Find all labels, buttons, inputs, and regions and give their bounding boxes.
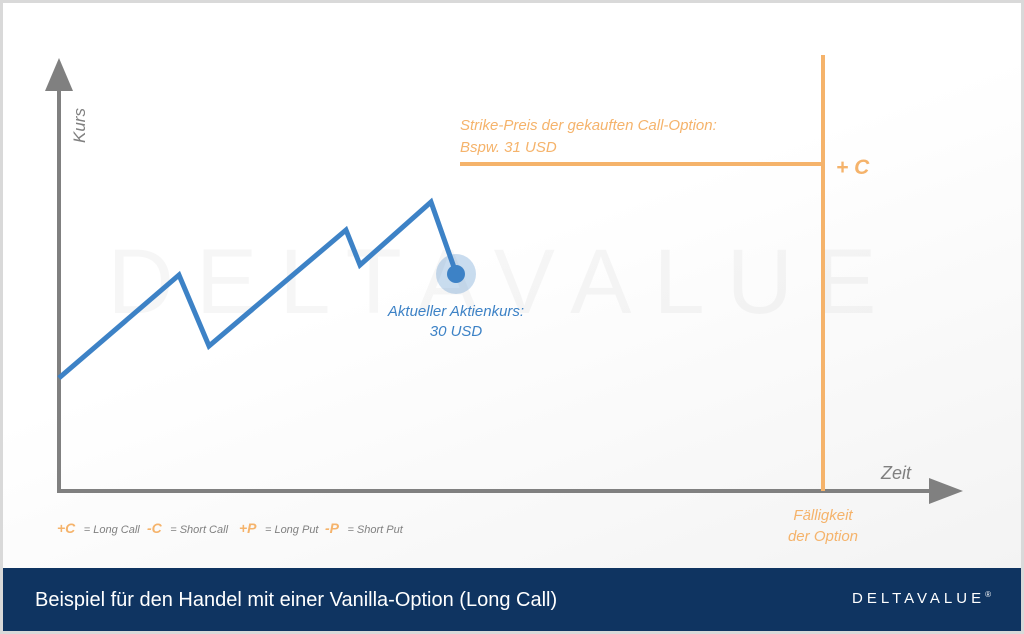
strike-value: Bspw. 31 USD — [460, 139, 557, 156]
registered-icon: ® — [985, 590, 991, 599]
y-axis-label: Kurs — [70, 108, 89, 143]
price-path — [57, 197, 459, 380]
legend-item-long-call: +C = Long Call — [57, 520, 140, 537]
legend-symbol: +C — [57, 520, 76, 536]
expiry-label: Fälligkeit — [793, 507, 853, 524]
legend-symbol: +P — [239, 520, 257, 536]
legend-text: = Long Call — [84, 524, 141, 536]
diagram-canvas: DELTAVALUE Kurs Zeit Strike-Preis der ge… — [3, 3, 1021, 568]
current-price-dot — [447, 265, 465, 283]
x-axis-arrow-icon — [929, 478, 963, 504]
legend: +C = Long Call -C = Short Call +P = Long… — [57, 520, 404, 537]
strike-label: Strike-Preis der gekauften Call-Option: — [460, 117, 717, 134]
legend-symbol: -C — [147, 520, 163, 536]
current-price-label: Aktueller Aktienkurs: — [387, 303, 524, 320]
legend-text: = Short Put — [347, 524, 403, 536]
legend-item-short-put: -P = Short Put — [325, 520, 404, 537]
legend-text: = Long Put — [265, 524, 319, 536]
legend-item-long-put: +P = Long Put — [239, 520, 319, 537]
position-marker: + C — [836, 156, 870, 179]
footer-bar: Beispiel für den Handel mit einer Vanill… — [3, 568, 1021, 631]
y-axis-arrow-icon — [45, 58, 73, 91]
logo-text: DELTAVALUE — [852, 590, 986, 607]
legend-symbol: -P — [325, 520, 340, 536]
legend-item-short-call: -C = Short Call — [147, 520, 229, 537]
footer-title: Beispiel für den Handel mit einer Vanill… — [35, 589, 558, 611]
expiry-label-2: der Option — [788, 528, 858, 545]
legend-text: = Short Call — [170, 524, 228, 536]
deltavalue-logo: DELTAVALUE® — [852, 590, 991, 607]
long-call-diagram: DELTAVALUE Kurs Zeit Strike-Preis der ge… — [45, 55, 963, 545]
x-axis-label: Zeit — [880, 463, 912, 483]
current-price-value: 30 USD — [430, 323, 483, 340]
